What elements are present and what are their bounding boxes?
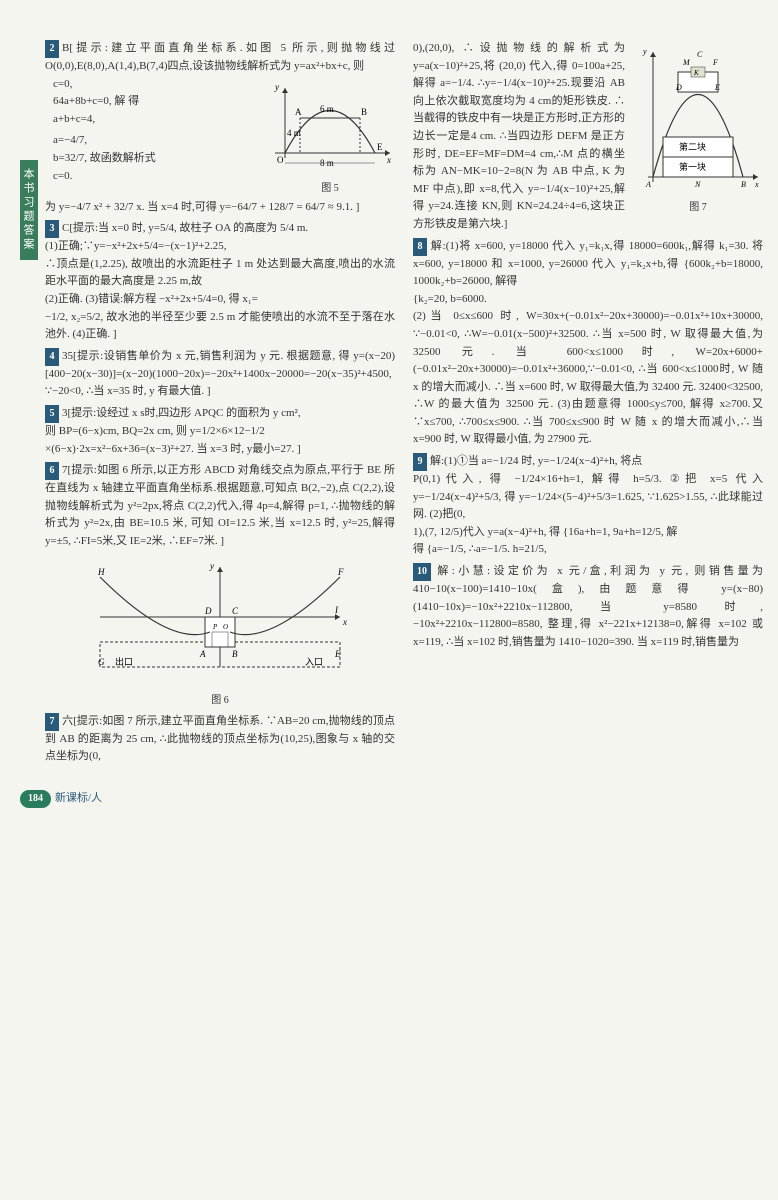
question-7-cont: M C F K D E A N B x y 第二块 第一块 图 7 [413,40,763,234]
svg-text:C: C [232,606,239,616]
q5-text: 3[提示:设经过 x s时,四边形 APQC 的面积为 y cm², [62,407,301,419]
right-column: M C F K D E A N B x y 第二块 第一块 图 7 [413,40,763,770]
q9-p3: 得 {a=−1/5, ∴a=−1/5. h=21/5, [413,541,763,559]
question-2: 2B[提示:建立平面直角坐标系.如图 5 所示,则抛物线过 O(0,0),E(8… [45,40,395,216]
question-8: 8解:(1)将 x=600, y=18000 代入 y₁=k₁x,得 18000… [413,238,763,450]
svg-text:入口: 入口 [305,657,323,667]
figure-7: M C F K D E A N B x y 第二块 第一块 图 7 [633,42,763,216]
svg-text:A: A [645,180,651,189]
q3-p2: ∴顶点是(1,2.25), 故喷出的水流距柱子 1 m 处达到最大高度,喷出的水… [45,256,395,291]
svg-text:B: B [741,180,746,189]
question-7: 7六[提示:如图 7 所示,建立平面直角坐标系. ∵AB=20 cm,抛物线的顶… [45,713,395,766]
side-tab: 本书习题答案 [20,160,38,260]
question-5: 53[提示:设经过 x s时,四边形 APQC 的面积为 y cm², 则 BP… [45,405,395,458]
question-6: 67[提示:如图 6 所示,以正方形 ABCD 对角线交点为原点,平行于 BE … [45,462,395,708]
q8-sol: {k₂=20, b=6000. [413,291,763,309]
q7-cont-text: 0),(20,0), ∴设抛物线的解析式为 y=a(x−10)²+25,将 (2… [413,42,625,230]
q8-p2: (2)当 0≤x≤600 时, W=30x+(−0.01x²−20x+30000… [413,308,763,449]
qnum-7: 7 [45,713,59,731]
svg-text:D: D [204,606,212,616]
q9-text: 解:(1)①当 a=−1/24 时, y=−1/24(x−4)²+h, 将点 [430,455,642,467]
qnum-4: 4 [45,348,59,366]
qnum-2: 2 [45,40,59,58]
q2-concl: 为 y=−4/7 x² + 32/7 x. 当 x=4 时,可得 y=−64/7… [45,199,395,217]
page-footer: 184 新课标/人 [20,790,758,808]
svg-text:A: A [295,107,302,117]
svg-text:O: O [223,623,228,631]
svg-text:4 m: 4 m [287,128,301,138]
left-column: 2B[提示:建立平面直角坐标系.如图 5 所示,则抛物线过 O(0,0),E(8… [45,40,395,770]
q10-text: 解:小慧:设定价为 x 元/盒,利润为 y 元, 则销售量为 410−10(x−… [413,565,763,648]
figure-5: A B 6 m 4 m E O 8 m x y 图 5 [265,78,395,197]
q5-p1: 则 BP=(6−x)cm, BQ=2x cm, 则 y=1/2×6×12−1/2 [45,423,395,441]
svg-text:F: F [712,58,718,67]
q3-p4: −1/2, x₂=5/2, 故水池的半径至少要 2.5 m 才能使喷出的水流不至… [45,309,395,344]
svg-text:y: y [274,82,279,92]
page-content: 2B[提示:建立平面直角坐标系.如图 5 所示,则抛物线过 O(0,0),E(8… [20,40,758,770]
q6-text: 7[提示:如图 6 所示,以正方形 ABCD 对角线交点为原点,平行于 BE 所… [45,464,395,547]
qnum-3: 3 [45,220,59,238]
q4-text: 35[提示:设销售单价为 x 元,销售利润为 y 元. 根据题意, 得 y=(x… [45,350,395,398]
svg-text:出口: 出口 [115,656,133,667]
svg-text:第一块: 第一块 [679,161,706,172]
svg-text:H: H [97,567,105,577]
svg-text:C: C [697,50,703,59]
qnum-5: 5 [45,405,59,423]
q3-intro: C[提示:当 x=0 时, y=5/4, 故柱子 OA 的高度为 5/4 m. [62,222,308,234]
svg-text:D: D [675,83,682,92]
q5-p2: ×(6−x)·2x=x²−6x+36=(x−3)²+27. 当 x=3 时, y… [45,441,395,459]
svg-text:E: E [334,649,341,659]
svg-text:B: B [232,649,238,659]
fig7-caption: 图 7 [633,200,763,216]
q7-text: 六[提示:如图 7 所示,建立平面直角坐标系. ∵AB=20 cm,抛物线的顶点… [45,715,395,763]
qnum-9: 9 [413,453,427,471]
question-3: 3C[提示:当 x=0 时, y=5/4, 故柱子 OA 的高度为 5/4 m.… [45,220,395,344]
page-number: 184 [20,790,51,808]
footer-text: 新课标/人 [55,790,102,808]
svg-text:6 m: 6 m [320,104,334,114]
svg-text:y: y [642,47,647,56]
svg-text:O: O [277,155,284,165]
svg-text:N: N [694,180,701,189]
fig6-caption: 图 6 [45,693,395,709]
svg-text:E: E [377,142,383,152]
svg-text:I: I [334,605,339,615]
figure-6-svg: H G D C A B P O I E F x y 出口 入口 [80,557,360,687]
svg-text:x: x [754,180,759,189]
question-9: 9解:(1)①当 a=−1/24 时, y=−1/24(x−4)²+h, 将点 … [413,453,763,559]
svg-text:B: B [361,107,367,117]
svg-text:E: E [714,83,720,92]
q3-p1: (1)正确;∵y=−x²+2x+5/4=−(x−1)²+2.25, [45,238,395,256]
q9-p2: 1),(7, 12/5)代入 y=a(x−4)²+h, 得 {16a+h=1, … [413,524,763,542]
svg-text:K: K [693,69,699,77]
svg-text:A: A [199,649,206,659]
svg-text:M: M [682,58,691,67]
qnum-10: 10 [413,563,431,581]
q9-p1: P(0,1)代入, 得 −1/24×16+h=1, 解得 h=5/3. ②把 x… [413,471,763,524]
svg-text:P: P [212,623,218,631]
q3-p3: (2)正确. (3)错误:解方程 −x²+2x+5/4=0, 得 x₁= [45,291,395,309]
svg-text:x: x [342,617,347,627]
svg-text:F: F [337,567,344,577]
qnum-8: 8 [413,238,427,256]
svg-text:x: x [386,155,391,165]
question-10: 10解:小慧:设定价为 x 元/盒,利润为 y 元, 则销售量为 410−10(… [413,563,763,651]
svg-text:y: y [209,561,214,571]
q2-text: B[提示:建立平面直角坐标系.如图 5 所示,则抛物线过 O(0,0),E(8,… [45,42,395,72]
fig5-caption: 图 5 [265,181,395,197]
svg-text:第二块: 第二块 [679,141,706,152]
question-4: 435[提示:设销售单价为 x 元,销售利润为 y 元. 根据题意, 得 y=(… [45,348,395,401]
qnum-6: 6 [45,462,59,480]
svg-text:G: G [98,657,105,667]
